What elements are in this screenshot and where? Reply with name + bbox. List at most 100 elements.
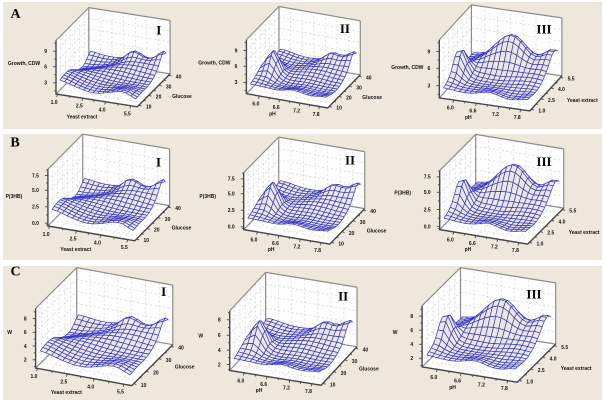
svg-text:6: 6	[24, 330, 27, 336]
svg-text:3: 3	[428, 84, 431, 90]
svg-text:40: 40	[370, 209, 376, 215]
svg-text:2: 2	[218, 362, 221, 368]
svg-text:pH: pH	[465, 115, 472, 121]
svg-text:0.0: 0.0	[228, 225, 235, 231]
svg-text:5.5: 5.5	[568, 77, 575, 83]
svg-text:P(3HB): P(3HB)	[6, 194, 23, 200]
svg-text:4.0: 4.0	[99, 107, 106, 113]
svg-text:6: 6	[428, 66, 431, 72]
svg-text:1.0: 1.0	[43, 232, 50, 238]
svg-text:W: W	[7, 330, 12, 336]
svg-text:Glucose: Glucose	[362, 95, 382, 101]
svg-text:4: 4	[218, 348, 221, 354]
svg-text:20: 20	[153, 371, 159, 377]
svg-text:7.2: 7.2	[478, 383, 485, 389]
svg-text:6.0: 6.0	[251, 237, 258, 243]
svg-text:Glucose: Glucose	[175, 365, 195, 371]
svg-text:Yeast extract: Yeast extract	[567, 98, 598, 104]
svg-text:7.8: 7.8	[305, 389, 312, 395]
svg-text:3: 3	[235, 80, 238, 86]
svg-text:II: II	[345, 153, 355, 168]
svg-text:Yeast extract: Yeast extract	[51, 390, 82, 396]
svg-text:Yeast extract: Yeast extract	[67, 115, 98, 121]
svg-text:6.6: 6.6	[469, 109, 476, 115]
svg-text:5.5: 5.5	[569, 209, 576, 215]
svg-text:3: 3	[44, 81, 47, 87]
svg-text:pH: pH	[268, 247, 275, 253]
svg-text:1.0: 1.0	[51, 100, 58, 106]
svg-text:6.0: 6.0	[447, 106, 454, 112]
svg-text:2: 2	[410, 356, 413, 362]
svg-text:1.0: 1.0	[537, 242, 544, 248]
svg-text:7.2: 7.2	[283, 386, 290, 392]
svg-text:9: 9	[235, 48, 238, 54]
svg-text:4: 4	[24, 344, 27, 350]
svg-text:5.0: 5.0	[228, 192, 235, 198]
svg-text:2.5: 2.5	[547, 231, 554, 237]
svg-text:Yeast extract: Yeast extract	[569, 230, 600, 236]
svg-text:6: 6	[44, 65, 47, 71]
svg-text:2.5: 2.5	[424, 207, 431, 213]
svg-text:10: 10	[338, 242, 344, 248]
svg-text:30: 30	[166, 84, 172, 90]
svg-text:2.5: 2.5	[228, 208, 235, 214]
svg-text:Growth, CDW: Growth, CDW	[198, 61, 230, 67]
svg-text:7.8: 7.8	[512, 248, 519, 254]
svg-text:6.6: 6.6	[469, 241, 476, 247]
svg-text:2.5: 2.5	[76, 104, 83, 110]
svg-text:Glucose: Glucose	[359, 367, 379, 373]
svg-text:9: 9	[44, 49, 47, 55]
svg-text:7.8: 7.8	[514, 115, 521, 121]
svg-text:Glucose: Glucose	[172, 226, 192, 232]
svg-text:0.0: 0.0	[32, 221, 39, 227]
svg-text:10: 10	[141, 383, 147, 389]
svg-text:20: 20	[156, 95, 162, 101]
svg-text:7.8: 7.8	[501, 386, 508, 392]
svg-text:W: W	[393, 330, 398, 336]
svg-text:7.8: 7.8	[314, 248, 321, 254]
svg-text:7.5: 7.5	[32, 173, 39, 179]
svg-text:10: 10	[146, 104, 152, 110]
svg-text:2.5: 2.5	[70, 236, 77, 242]
svg-text:II: II	[340, 21, 350, 36]
svg-text:5.5: 5.5	[121, 245, 128, 251]
svg-text:Glucose: Glucose	[367, 229, 387, 235]
svg-text:2: 2	[24, 358, 27, 364]
svg-text:5.5: 5.5	[561, 345, 568, 351]
svg-text:40: 40	[366, 75, 372, 81]
svg-text:30: 30	[356, 85, 362, 91]
svg-text:6.0: 6.0	[430, 375, 437, 381]
svg-text:4.0: 4.0	[94, 241, 101, 247]
svg-text:1.0: 1.0	[538, 108, 545, 114]
svg-text:30: 30	[352, 359, 358, 365]
svg-text:III: III	[536, 154, 551, 169]
svg-text:6.6: 6.6	[454, 379, 461, 385]
svg-text:5.5: 5.5	[124, 111, 131, 117]
svg-text:2.5: 2.5	[538, 368, 545, 374]
svg-text:0.0: 0.0	[424, 224, 431, 230]
svg-text:Glucose: Glucose	[172, 94, 192, 100]
svg-text:20: 20	[349, 231, 355, 237]
svg-text:5.5: 5.5	[117, 390, 124, 396]
svg-text:6.0: 6.0	[447, 237, 454, 243]
svg-text:20: 20	[346, 96, 352, 102]
svg-text:A: A	[10, 7, 21, 22]
svg-text:7.8: 7.8	[313, 112, 320, 118]
svg-text:4.0: 4.0	[87, 384, 94, 390]
svg-text:6: 6	[410, 328, 413, 334]
svg-text:7.2: 7.2	[293, 109, 300, 115]
svg-text:4.0: 4.0	[550, 356, 557, 362]
svg-text:pH: pH	[256, 388, 263, 394]
svg-text:P(3HB): P(3HB)	[199, 194, 216, 200]
svg-text:7.2: 7.2	[492, 112, 499, 118]
svg-text:1.0: 1.0	[526, 380, 533, 386]
svg-text:6.6: 6.6	[273, 105, 280, 111]
svg-text:4: 4	[410, 342, 413, 348]
svg-text:10: 10	[336, 106, 342, 112]
svg-text:10: 10	[144, 238, 150, 244]
svg-text:III: III	[526, 286, 541, 301]
svg-text:6.0: 6.0	[252, 102, 259, 108]
svg-text:8: 8	[218, 318, 221, 324]
svg-text:6.0: 6.0	[237, 378, 244, 384]
svg-text:I: I	[156, 22, 161, 37]
